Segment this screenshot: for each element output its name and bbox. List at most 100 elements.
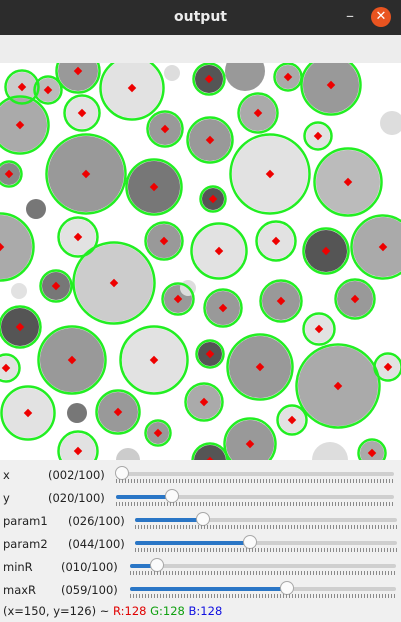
center-marker bbox=[149, 355, 159, 365]
detected-circle bbox=[255, 220, 297, 262]
center-marker bbox=[313, 131, 323, 141]
pixel-green-value: G:128 bbox=[150, 604, 185, 618]
center-marker bbox=[271, 236, 281, 246]
slider-ticks bbox=[130, 571, 396, 575]
detected-circle bbox=[0, 212, 35, 282]
close-icon[interactable]: ✕ bbox=[371, 7, 391, 27]
slider-handle[interactable] bbox=[279, 581, 294, 595]
detected-circle bbox=[99, 63, 165, 121]
detected-circle bbox=[195, 339, 225, 369]
center-marker bbox=[15, 322, 25, 332]
center-marker bbox=[208, 194, 218, 204]
center-marker bbox=[23, 408, 33, 418]
slider-maxR[interactable] bbox=[130, 581, 396, 595]
slider-y[interactable] bbox=[116, 489, 394, 503]
slider-handle[interactable] bbox=[164, 489, 179, 503]
slider-row-param1: param1 (026/100) bbox=[0, 510, 401, 533]
disc bbox=[11, 283, 27, 299]
slider-ticks bbox=[135, 525, 397, 529]
center-marker bbox=[321, 246, 331, 256]
window-title: output bbox=[174, 9, 227, 25]
detected-circle bbox=[55, 63, 101, 94]
detected-circle bbox=[350, 214, 401, 280]
detected-circle bbox=[0, 95, 50, 155]
detected-circle bbox=[37, 325, 107, 395]
slider-label: y bbox=[3, 491, 10, 505]
slider-minR[interactable] bbox=[130, 558, 396, 572]
detected-circle bbox=[334, 278, 376, 320]
detected-circle bbox=[302, 227, 350, 275]
center-marker bbox=[1, 363, 11, 373]
detected-circle bbox=[191, 442, 229, 460]
disc bbox=[353, 217, 401, 277]
center-marker bbox=[265, 169, 275, 179]
cursor-coords: (x=150, y=126) ~ bbox=[3, 604, 110, 618]
center-marker bbox=[314, 324, 324, 334]
pixel-blue-value: B:128 bbox=[188, 604, 223, 618]
detected-circle bbox=[237, 92, 279, 134]
detected-circle bbox=[125, 158, 183, 216]
detected-circle bbox=[72, 241, 156, 325]
slider-row-minR: minR (010/100) bbox=[0, 556, 401, 579]
detected-circle bbox=[192, 63, 226, 96]
detected-circle bbox=[300, 63, 362, 116]
slider-label: x bbox=[3, 468, 10, 482]
slider-value: (026/100) bbox=[68, 514, 125, 528]
detected-circle bbox=[95, 389, 141, 435]
center-marker bbox=[113, 407, 123, 417]
detected-circle bbox=[184, 382, 224, 422]
disc bbox=[312, 442, 348, 460]
detected-circle bbox=[373, 352, 401, 382]
slider-handle[interactable] bbox=[243, 535, 258, 549]
detected-circle bbox=[33, 75, 63, 105]
slider-handle[interactable] bbox=[149, 558, 164, 572]
disc bbox=[26, 199, 46, 219]
center-marker bbox=[153, 428, 163, 438]
toolbar bbox=[0, 35, 401, 64]
detected-circle bbox=[186, 116, 234, 164]
detected-circle bbox=[203, 288, 243, 328]
center-marker bbox=[159, 236, 169, 246]
slider-handle[interactable] bbox=[114, 466, 129, 480]
slider-label: maxR bbox=[3, 583, 37, 597]
center-marker bbox=[173, 294, 183, 304]
center-marker bbox=[255, 362, 265, 372]
disc bbox=[194, 445, 226, 460]
detected-circle bbox=[223, 417, 277, 460]
detected-circle bbox=[57, 430, 99, 460]
slider-value: (059/100) bbox=[61, 583, 118, 597]
center-marker bbox=[287, 415, 297, 425]
detected-circle bbox=[4, 69, 40, 105]
center-marker bbox=[43, 85, 53, 95]
center-marker bbox=[205, 456, 215, 460]
detected-circle bbox=[302, 312, 336, 346]
center-marker bbox=[383, 362, 393, 372]
slider-label: minR bbox=[3, 560, 33, 574]
center-marker bbox=[205, 349, 215, 359]
trackbar-panel: x (002/100) y (020/100) param1 (026/100)… bbox=[0, 460, 401, 622]
detected-circle bbox=[144, 221, 184, 261]
slider-label: param2 bbox=[3, 537, 48, 551]
slider-param1[interactable] bbox=[135, 512, 397, 526]
detected-circle bbox=[199, 185, 227, 213]
detected-circle bbox=[229, 133, 311, 215]
detected-circle bbox=[0, 353, 21, 383]
slider-param2[interactable] bbox=[135, 535, 397, 549]
center-marker bbox=[81, 169, 91, 179]
center-marker bbox=[109, 278, 119, 288]
disc bbox=[0, 215, 32, 279]
slider-handle[interactable] bbox=[196, 512, 211, 526]
slider-value: (002/100) bbox=[48, 468, 105, 482]
slider-x[interactable] bbox=[114, 466, 394, 480]
minimize-icon[interactable]: – bbox=[346, 6, 354, 25]
center-marker bbox=[199, 397, 209, 407]
disc bbox=[164, 65, 180, 81]
detected-circle bbox=[57, 216, 99, 258]
slider-row-param2: param2 (044/100) bbox=[0, 533, 401, 556]
center-marker bbox=[276, 296, 286, 306]
image-canvas[interactable] bbox=[0, 63, 401, 460]
detected-circle bbox=[0, 385, 56, 441]
detected-circle bbox=[144, 419, 172, 447]
slider-row-y: y (020/100) bbox=[0, 487, 401, 510]
center-marker bbox=[350, 294, 360, 304]
